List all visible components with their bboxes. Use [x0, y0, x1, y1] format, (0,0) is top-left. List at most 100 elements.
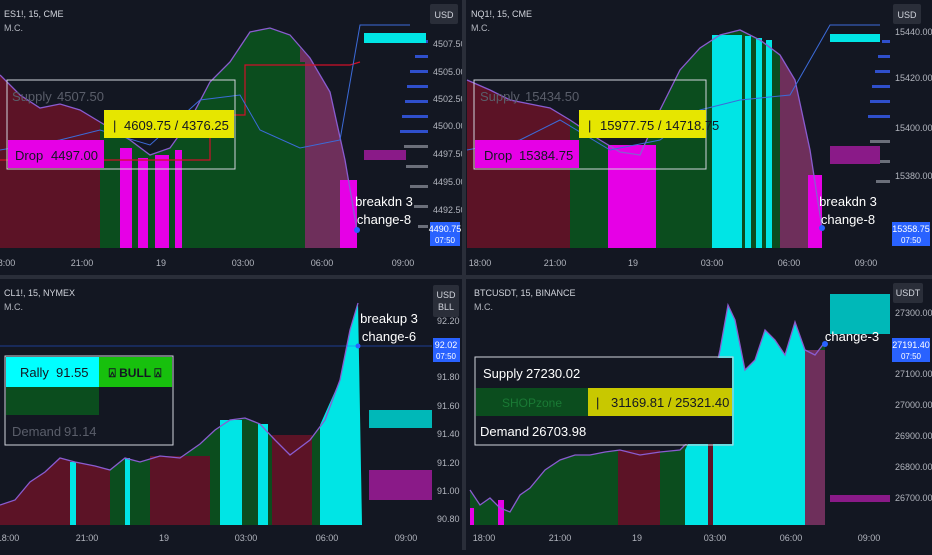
zone-label: SHOPzone	[502, 396, 562, 410]
box-line-2-value: 91.14	[64, 424, 97, 439]
price-tick: 91.80	[437, 372, 460, 382]
zone-magenta	[830, 495, 890, 502]
panel-nq[interactable]: Supply 15434.50 | 15977.75 / 14718.75 Dr…	[466, 4, 932, 268]
range-label-bg	[588, 388, 732, 416]
time-tick: 03:00	[704, 533, 727, 543]
time-tick: 09:00	[855, 258, 878, 268]
price-tick: 4507.50	[433, 39, 466, 49]
symbol-title[interactable]: NQ1!, 15, CME	[471, 9, 532, 19]
bar-cyan	[685, 305, 805, 525]
symbol-title[interactable]: ES1!, 15, CME	[4, 9, 64, 19]
last-point-marker	[819, 225, 825, 231]
last-time: 07:50	[901, 236, 922, 245]
time-tick: 06:00	[311, 258, 334, 268]
time-tick: 21:00	[544, 258, 567, 268]
range-label: 31169.81 / 25321.40	[611, 395, 729, 410]
bar-cyan	[745, 36, 751, 248]
bar-red	[708, 436, 713, 525]
last-price-tag	[892, 338, 930, 362]
zone-magenta	[830, 146, 880, 164]
range-label-bg	[104, 110, 234, 138]
box-line-1-value: 27230.02	[526, 366, 580, 381]
currency-label: USD	[434, 10, 454, 20]
indicator-label[interactable]: M.C.	[4, 23, 23, 33]
symbol-title[interactable]: CL1!, 15, NYMEX	[4, 288, 75, 298]
range-separator: |	[596, 395, 599, 410]
vertical-divider[interactable]	[462, 0, 466, 550]
bar-cyan	[712, 35, 742, 248]
time-axis[interactable]: 18:00 21:00 19 03:00 06:00 09:00	[0, 258, 414, 268]
price-axis[interactable]: 27300.00 27100.00 27000.00 26900.00 2680…	[895, 308, 932, 503]
rally-label-bg	[6, 357, 99, 387]
last-price: 92.02	[435, 340, 458, 350]
time-tick: 19	[628, 258, 638, 268]
bull-label-bg	[99, 357, 172, 387]
price-tick: 27000.00	[895, 400, 932, 410]
time-axis[interactable]: 18:00 21:00 19 03:00 06:00 09:00	[0, 533, 417, 543]
profile-line	[0, 24, 410, 151]
bar-cyan	[320, 303, 362, 525]
time-tick: 06:00	[778, 258, 801, 268]
box-line-1-value: 15434.50	[525, 89, 579, 104]
last-point-marker	[354, 227, 360, 233]
annotation-line-2: change-8	[357, 212, 411, 227]
currency-button[interactable]	[893, 4, 921, 24]
price-tick: 91.20	[437, 458, 460, 468]
time-axis[interactable]: 18:00 21:00 19 03:00 06:00 09:00	[469, 258, 878, 268]
price-tick: 15400.00	[895, 123, 932, 133]
bar-magenta	[470, 508, 474, 525]
area-red	[0, 458, 110, 525]
indicator-label[interactable]: M.C.	[4, 302, 23, 312]
box-line-2-label: Drop	[484, 148, 512, 163]
price-tick: 26700.00	[895, 493, 932, 503]
currency-button[interactable]	[430, 4, 458, 24]
range-label: 15977.75 / 14718.75	[600, 118, 719, 133]
bar-purple	[805, 350, 825, 525]
last-point-marker	[355, 343, 361, 349]
currency-button[interactable]	[433, 285, 459, 317]
price-tick: 15420.00	[895, 73, 932, 83]
box-line-2-label: Demand	[12, 424, 61, 439]
time-axis[interactable]: 18:00 21:00 19 03:00 06:00 09:00	[473, 533, 881, 543]
indicator-label[interactable]: M.C.	[471, 23, 490, 33]
panel-cl[interactable]: Rally 91.55 ⍓ BULL ⍓ Demand 91.14 breaku…	[0, 285, 460, 543]
annotation-line-1: breakup 3	[360, 311, 418, 326]
indicator-label[interactable]: M.C.	[474, 302, 493, 312]
panel-btc[interactable]: Supply 27230.02 SHOPzone | 31169.81 / 25…	[469, 283, 932, 543]
last-price: 15358.75	[892, 224, 930, 234]
time-tick: 21:00	[76, 533, 99, 543]
time-tick: 09:00	[392, 258, 415, 268]
time-tick: 19	[159, 533, 169, 543]
price-tick: 26800.00	[895, 462, 932, 472]
box-line-1-label: Supply	[483, 366, 523, 381]
zone-magenta	[369, 470, 432, 500]
price-tick: 15440.00	[895, 27, 932, 37]
price-line	[0, 302, 359, 506]
price-axis[interactable]: 15440.00 15420.00 15400.00 15380.00	[895, 27, 932, 181]
symbol-title[interactable]: BTCUSDT, 15, BINANCE	[474, 288, 576, 298]
price-tick: 4497.50	[433, 149, 466, 159]
zone-cyan	[830, 294, 890, 334]
bar-magenta	[340, 180, 357, 248]
currency-button[interactable]	[893, 283, 923, 303]
time-tick: 03:00	[235, 533, 258, 543]
price-axis[interactable]: 4507.50 4505.00 4502.50 4500.00 4497.50 …	[433, 39, 466, 215]
last-time: 07:50	[436, 352, 457, 361]
annotation-line-1: breakdn 3	[819, 194, 877, 209]
price-tick: 91.40	[437, 429, 460, 439]
box-line-2-label: Drop	[15, 148, 43, 163]
range-separator: |	[588, 118, 591, 133]
bar-cyan	[220, 420, 242, 525]
bar-magenta	[155, 155, 169, 248]
bar-magenta	[608, 145, 656, 248]
panel-es[interactable]: Supply 4507.50 | 4609.75 / 4376.25 Drop …	[0, 4, 466, 268]
bar-magenta	[175, 150, 182, 248]
bull-label: ⍓ BULL ⍓	[109, 366, 162, 380]
range-separator: |	[113, 118, 116, 133]
price-tick: 90.80	[437, 514, 460, 524]
last-price: 27191.40	[892, 340, 930, 350]
drop-label-bg	[475, 140, 579, 168]
price-axis[interactable]: 92.20 91.80 91.60 91.40 91.20 91.00 90.8…	[437, 316, 460, 524]
price-tick: 27300.00	[895, 308, 932, 318]
